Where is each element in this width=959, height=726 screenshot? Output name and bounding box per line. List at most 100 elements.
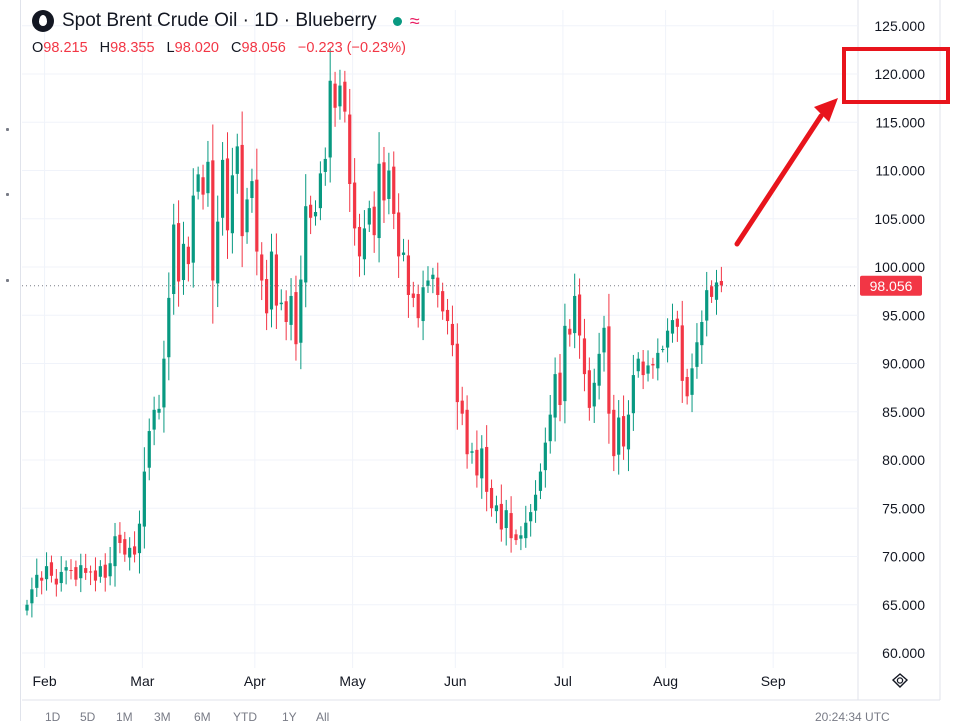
x-tick-label: Mar	[130, 673, 154, 689]
range-button-3m[interactable]: 3M	[154, 710, 171, 721]
range-button-1y[interactable]: 1Y	[282, 710, 297, 721]
candle-body	[680, 325, 684, 381]
candle-body	[103, 564, 107, 578]
candle-body	[54, 578, 58, 585]
drawing-tool-icon[interactable]	[6, 128, 9, 131]
settings-gear-icon[interactable]	[891, 673, 909, 688]
clock-time: 20:24:34 UTC	[815, 710, 890, 721]
close-value: 98.056	[241, 40, 286, 56]
candle-body	[289, 295, 293, 325]
gear-hub	[896, 677, 904, 684]
candle-body	[460, 400, 464, 414]
candle-body	[294, 292, 298, 345]
candle-body	[186, 246, 190, 265]
y-tick-label: 95.000	[882, 307, 925, 323]
change-value: −0.223 (−0.23%)	[297, 40, 406, 56]
candle-body	[431, 274, 435, 280]
y-tick-label: 60.000	[882, 645, 925, 661]
range-button-6m[interactable]: 6M	[194, 710, 211, 721]
candle-body	[299, 279, 303, 343]
candle-body	[113, 536, 117, 567]
candle-body	[328, 80, 332, 158]
range-button-all[interactable]: All	[316, 710, 330, 721]
candle-body	[587, 370, 591, 408]
candle-body	[597, 353, 601, 386]
candle-body	[338, 85, 342, 107]
candle-body	[343, 81, 347, 112]
range-button-1m[interactable]: 1M	[116, 710, 133, 721]
range-button-1d[interactable]: 1D	[45, 710, 61, 721]
candle-body	[656, 352, 660, 369]
candle-body	[44, 566, 49, 580]
candle-body	[235, 146, 239, 174]
candle-body	[240, 144, 244, 237]
candle-body	[675, 318, 679, 327]
candle-body	[489, 487, 494, 509]
candle-body	[304, 206, 308, 283]
candle-body	[269, 251, 274, 310]
x-tick-label: May	[339, 673, 365, 689]
candle-body	[631, 375, 635, 414]
y-tick-label: 105.000	[874, 211, 925, 227]
candle-body	[49, 562, 54, 576]
last-price-label: 98.056	[870, 278, 913, 294]
low-value: 98.020	[174, 40, 219, 56]
candle-body	[93, 570, 98, 581]
candle-body	[387, 170, 391, 199]
gear-outline	[891, 673, 909, 688]
y-tick-label: 125.000	[874, 18, 925, 34]
candle-body	[152, 409, 156, 430]
candle-body	[617, 417, 621, 455]
chart-legend: Spot Brent Crude Oil · 1D · Blueberry ≈ …	[32, 8, 420, 56]
symbol-title[interactable]: Spot Brent Crude Oil · 1D · Blueberry	[62, 10, 377, 31]
candle-body	[274, 254, 278, 306]
range-button-5d[interactable]: 5D	[80, 710, 96, 721]
candle-body	[357, 226, 362, 257]
candle-body	[353, 182, 357, 229]
candle-body	[636, 358, 640, 372]
candle-body	[538, 471, 543, 491]
candle-body	[397, 212, 401, 257]
market-status-dot-icon	[392, 16, 402, 26]
candle-body	[563, 325, 567, 402]
candle-body	[470, 451, 474, 453]
x-tick-label: Apr	[244, 673, 266, 689]
candle-body	[577, 294, 582, 336]
candle-body	[685, 377, 689, 397]
candle-body	[313, 211, 318, 217]
candle-body	[64, 567, 68, 571]
candle-body	[284, 301, 288, 323]
candle-body	[690, 368, 694, 395]
candle-body	[665, 330, 670, 348]
drawing-tool-icon[interactable]	[6, 279, 9, 282]
candle-body	[250, 181, 254, 199]
candle-body	[318, 173, 322, 209]
range-button-ytd[interactable]: YTD	[233, 710, 257, 721]
high-label: H	[99, 40, 111, 56]
candle-body	[612, 409, 616, 457]
candle-body	[480, 448, 484, 479]
candle-body	[661, 349, 665, 351]
candle-body	[529, 512, 533, 522]
drawing-tool-icon[interactable]	[6, 193, 9, 196]
y-tick-label: 115.000	[875, 114, 925, 130]
x-tick-label: Jul	[554, 673, 572, 689]
candle-body	[714, 282, 719, 300]
candle-body	[705, 290, 709, 321]
y-tick-label: 65.000	[882, 597, 925, 613]
candle-body	[441, 291, 445, 312]
candle-body	[646, 365, 650, 374]
approx-indicator-icon[interactable]: ≈	[409, 11, 420, 31]
last-price-label-bg	[860, 275, 922, 296]
candle-body	[568, 328, 572, 335]
open-label: O	[32, 40, 44, 56]
candle-body	[445, 309, 450, 322]
candle-body	[118, 534, 122, 543]
candle-body	[592, 382, 596, 407]
candle-body	[142, 471, 146, 527]
candle-body	[167, 297, 171, 358]
candle-body	[509, 513, 513, 539]
candle-body	[382, 162, 386, 201]
price-axis: 60.000 65.000 70.000 75.000 80.000 85.000 90.0…	[874, 18, 925, 661]
